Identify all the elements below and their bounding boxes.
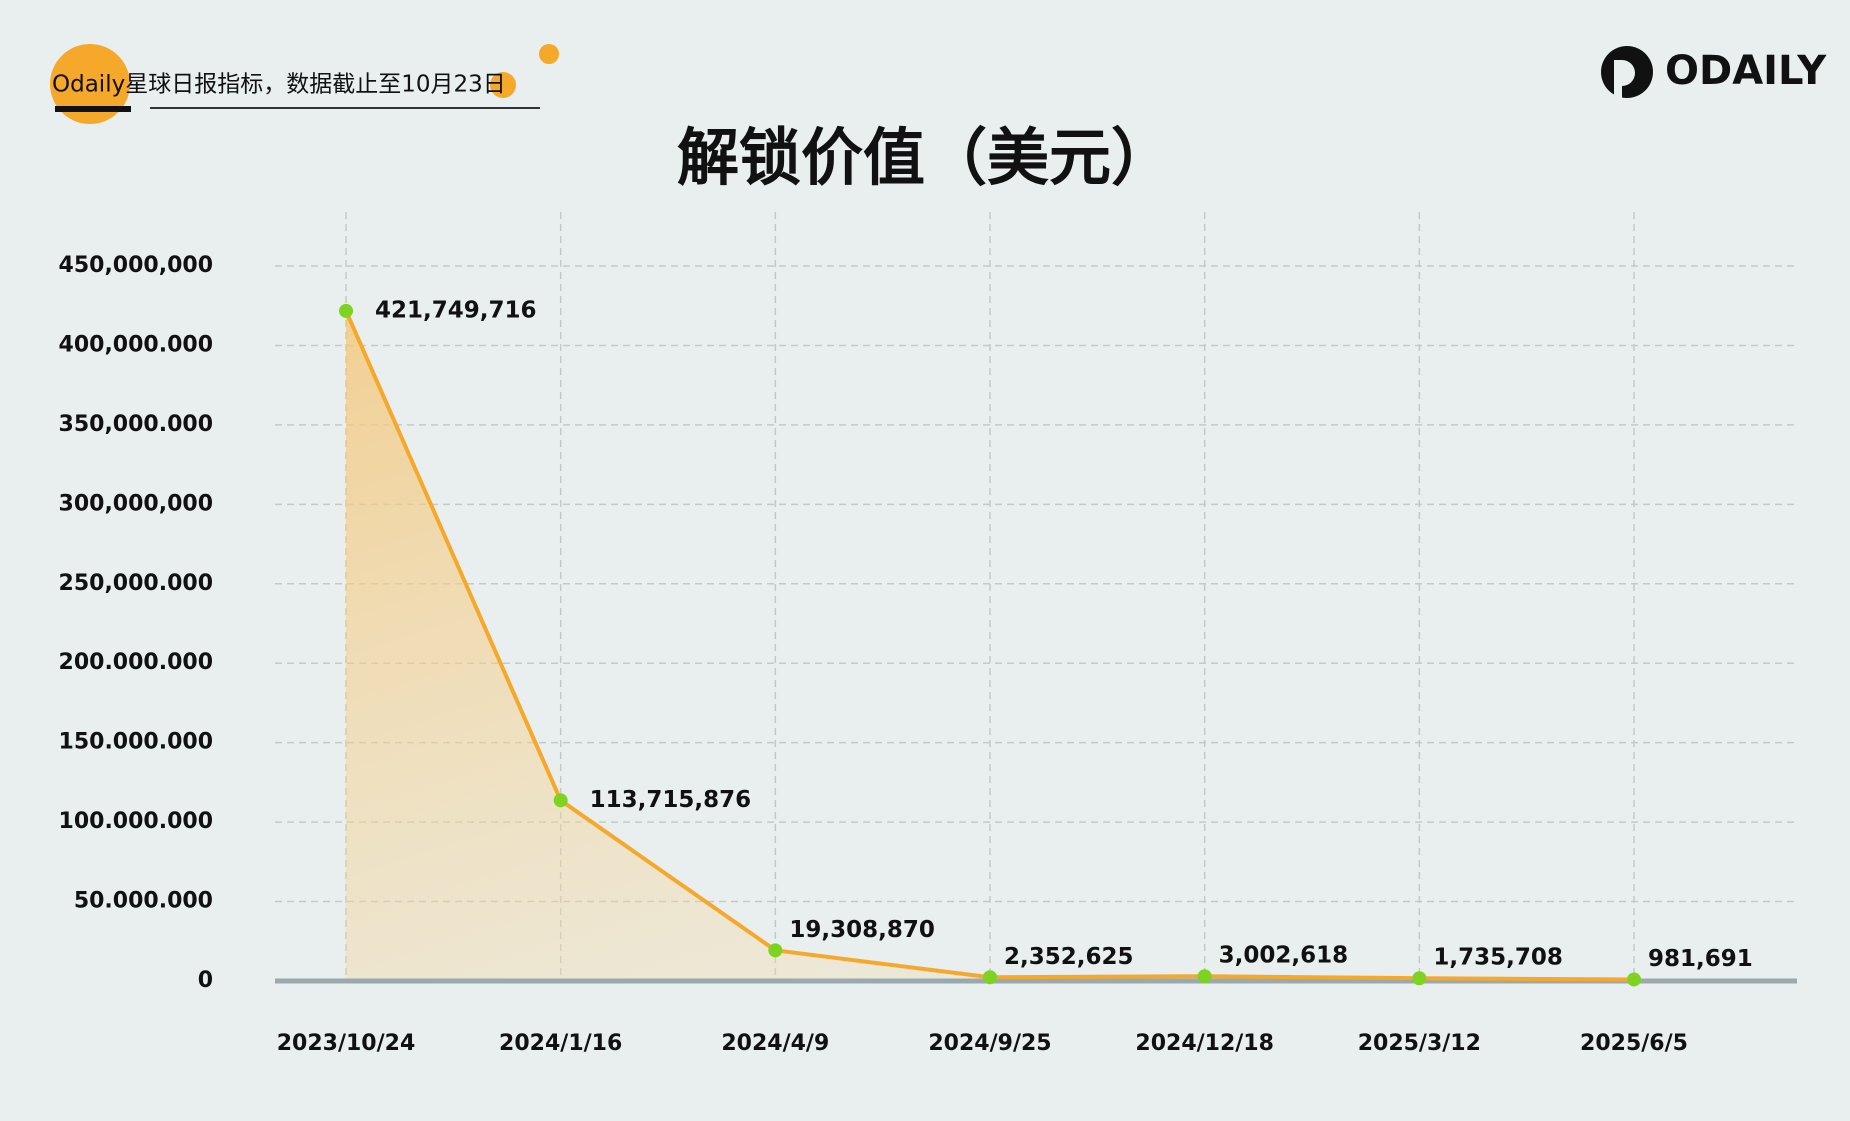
y-tick-label: 450,000,000 — [59, 253, 213, 278]
x-tick-label: 2025/3/12 — [1358, 1031, 1481, 1056]
y-tick-label: 50.000.000 — [74, 889, 213, 914]
y-tick-label: 200.000.000 — [59, 650, 213, 675]
logo-mark — [1614, 60, 1635, 98]
point — [768, 943, 783, 958]
y-tick-label: 400,000.000 — [59, 332, 213, 357]
value-label: 421,749,716 — [375, 297, 537, 323]
y-tick-label: 250,000.000 — [59, 571, 213, 596]
y-tick-label: 300,000,000 — [59, 491, 213, 516]
value-label: 3,002,618 — [1219, 943, 1349, 969]
x-tick-label: 2024/1/16 — [499, 1031, 622, 1056]
x-tick-label: 2024/9/25 — [928, 1031, 1051, 1056]
point — [1627, 972, 1641, 987]
point — [1197, 969, 1212, 984]
logo-text: ODAILY — [1665, 48, 1827, 94]
value-label: 1,735,708 — [1433, 945, 1563, 971]
x-tick-label: 2024/4/9 — [721, 1031, 829, 1056]
point — [1412, 971, 1427, 986]
y-tick-label: 100.000.000 — [59, 809, 213, 834]
header-dot — [490, 72, 516, 98]
point — [553, 793, 568, 808]
header-underline — [55, 106, 131, 112]
y-tick-label: 0 — [198, 968, 213, 993]
area — [346, 310, 1634, 981]
y-tick-label: 350,000.000 — [59, 412, 213, 437]
header-dot — [539, 44, 559, 64]
x-tick-label: 2025/6/5 — [1580, 1031, 1688, 1056]
y-tick-label: 150.000.000 — [59, 730, 213, 755]
x-tick-label: 2023/10/24 — [277, 1031, 416, 1056]
value-label: 981,691 — [1648, 946, 1753, 972]
value-label: 2,352,625 — [1004, 944, 1134, 970]
header-badge — [50, 44, 130, 124]
value-label: 19,308,870 — [789, 917, 935, 943]
x-tick-label: 2024/12/18 — [1135, 1031, 1274, 1056]
point — [983, 970, 997, 985]
value-label: 113,715,876 — [590, 787, 752, 813]
subtitle: Odaily星球日报指标，数据截止至10月23日 — [52, 72, 506, 98]
chart-title: 解锁价值（美元） — [677, 121, 1173, 194]
point — [339, 303, 353, 318]
